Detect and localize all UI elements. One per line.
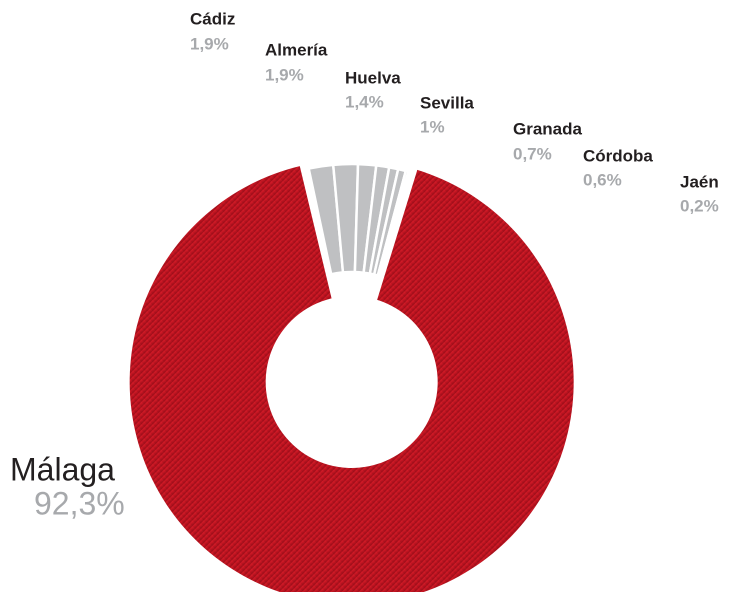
slice-value-label: 0,2% <box>680 196 719 215</box>
slice-label: Almería <box>265 40 328 59</box>
donut-slice <box>376 169 410 278</box>
slice-label: Sevilla <box>420 93 474 112</box>
slice-value-label: 1% <box>420 117 445 136</box>
slice-label: Granada <box>513 119 583 138</box>
slice-value-label: 1,9% <box>265 65 304 84</box>
donut-slice <box>129 166 574 592</box>
slice-value-label: 0,6% <box>583 170 622 189</box>
slice-value-label: 1,4% <box>345 92 384 111</box>
slice-value-label: 1,9% <box>190 34 229 53</box>
slice-label: Cádiz <box>190 9 235 28</box>
slice-value-label: 92,3% <box>34 485 125 521</box>
slice-label: Jaén <box>680 172 719 191</box>
slice-value-label: 0,7% <box>513 144 552 163</box>
slice-label: Córdoba <box>583 146 653 165</box>
slice-label: Huelva <box>345 68 401 87</box>
slice-label: Málaga <box>10 451 115 487</box>
